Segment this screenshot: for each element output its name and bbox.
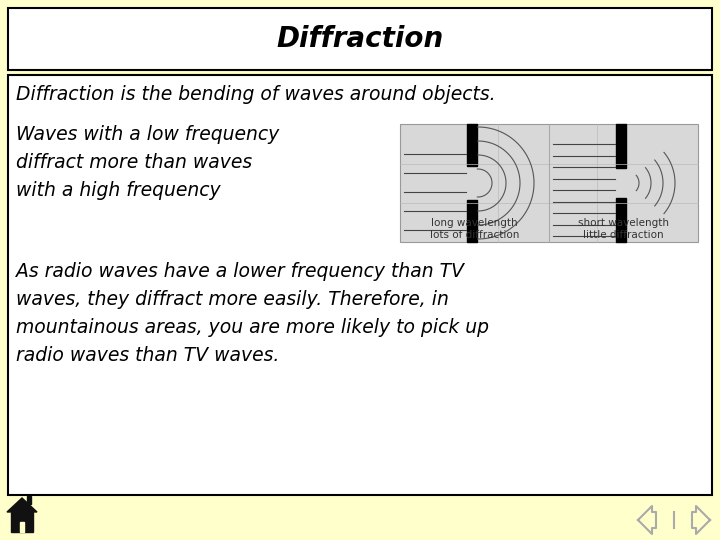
Bar — [11, 512, 33, 532]
Text: Diffraction is the bending of waves around objects.: Diffraction is the bending of waves arou… — [16, 85, 495, 104]
Text: Waves with a low frequency
diffract more than waves
with a high frequency: Waves with a low frequency diffract more… — [16, 125, 279, 200]
Text: As radio waves have a lower frequency than TV
waves, they diffract more easily. : As radio waves have a lower frequency th… — [16, 262, 489, 365]
Bar — [8, 8, 712, 70]
Bar — [400, 124, 698, 242]
Bar — [27, 496, 31, 504]
Text: Diffraction: Diffraction — [276, 25, 444, 53]
Text: long wavelength
lots of diffraction: long wavelength lots of diffraction — [430, 218, 519, 240]
Bar — [616, 124, 626, 167]
Bar — [467, 124, 477, 166]
Bar — [20, 522, 24, 532]
Bar — [8, 75, 712, 495]
Text: short wavelength
little diffraction: short wavelength little diffraction — [578, 218, 669, 240]
Bar — [467, 199, 477, 242]
Bar — [616, 198, 626, 242]
Polygon shape — [7, 498, 37, 512]
